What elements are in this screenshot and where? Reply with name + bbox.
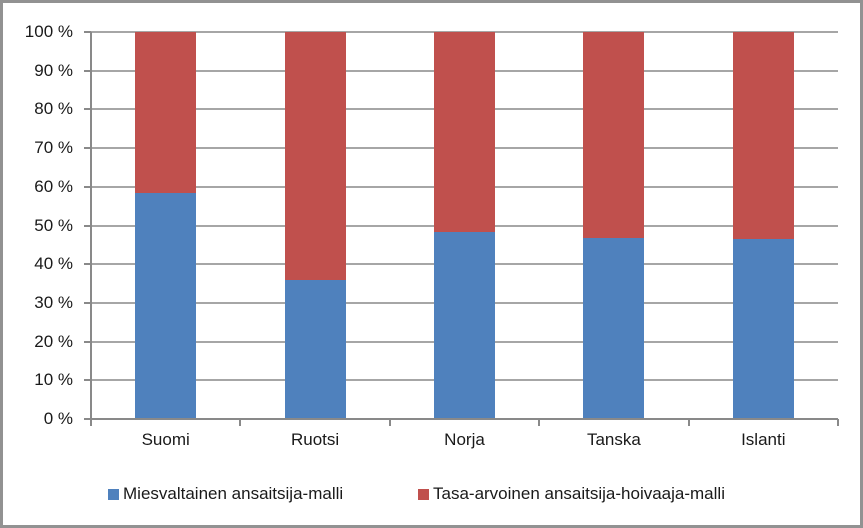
x-axis-tick — [239, 419, 242, 426]
x-axis-tick — [388, 419, 391, 426]
legend-item-series1: Miesvaltainen ansaitsija-malli — [108, 484, 343, 504]
y-axis-tick-label: 30 % — [34, 292, 73, 312]
bar-segment-islanti-series2 — [732, 32, 794, 239]
y-axis-tick — [84, 69, 91, 72]
y-axis-tick-label: 0 % — [43, 409, 73, 428]
bar-segment-suomi-series1 — [135, 192, 197, 419]
y-axis-tick — [84, 147, 91, 150]
y-axis-tick-label: 60 % — [34, 176, 73, 196]
legend-label: Tasa-arvoinen ansaitsija-hoivaaja-malli — [433, 484, 725, 503]
y-axis-tick — [84, 263, 91, 266]
x-axis-tick — [538, 419, 541, 426]
bar-segment-ruotsi-series2 — [284, 32, 346, 280]
x-axis-category-label: Ruotsi — [290, 430, 340, 449]
legend-swatch-icon — [108, 488, 119, 500]
bar-segment-tanska-series2 — [583, 32, 645, 239]
x-axis-category-label: Islanti — [741, 430, 786, 449]
x-axis-line — [84, 418, 838, 420]
y-axis-tick-label: 50 % — [34, 215, 73, 235]
x-axis-tick — [837, 419, 839, 426]
y-axis-tick-label: 40 % — [34, 254, 73, 274]
y-axis-tick-label: 70 % — [34, 138, 73, 158]
y-axis-tick — [84, 301, 91, 304]
y-axis-tick — [84, 185, 91, 188]
legend-label: Miesvaltainen ansaitsija-malli — [123, 484, 344, 503]
bar-segment-suomi-series2 — [135, 32, 197, 193]
bar-segment-islanti-series1 — [732, 238, 794, 419]
bar-segment-ruotsi-series1 — [284, 279, 346, 419]
y-axis-tick-label: 80 % — [34, 99, 73, 119]
x-axis-tick — [90, 419, 92, 426]
y-axis-tick — [84, 108, 91, 111]
y-axis-tick — [84, 340, 91, 343]
x-axis-tick — [687, 419, 690, 426]
legend: Miesvaltainen ansaitsija-malli Tasa-arvoi… — [3, 484, 860, 504]
x-axis-category-label: Norja — [444, 430, 485, 449]
legend-item-series2: Tasa-arvoinen ansaitsija-hoivaaja-malli — [418, 484, 725, 504]
y-axis-tick-label: 20 % — [34, 331, 73, 351]
bar-segment-norja-series2 — [434, 32, 495, 233]
y-axis-tick — [84, 31, 91, 33]
y-axis-tick-label: 90 % — [34, 60, 73, 80]
legend-swatch-icon — [418, 488, 429, 500]
bar-segment-tanska-series1 — [583, 238, 645, 419]
y-axis-tick — [84, 224, 91, 227]
y-axis-tick — [84, 379, 91, 382]
y-axis-tick-label: 100 % — [24, 22, 73, 41]
x-axis-category-label: Suomi — [141, 430, 190, 449]
y-axis-tick-label: 10 % — [34, 370, 73, 390]
y-axis-line — [90, 32, 92, 421]
x-axis-category-label: Tanska — [586, 430, 641, 449]
bar-segment-norja-series1 — [434, 232, 495, 419]
